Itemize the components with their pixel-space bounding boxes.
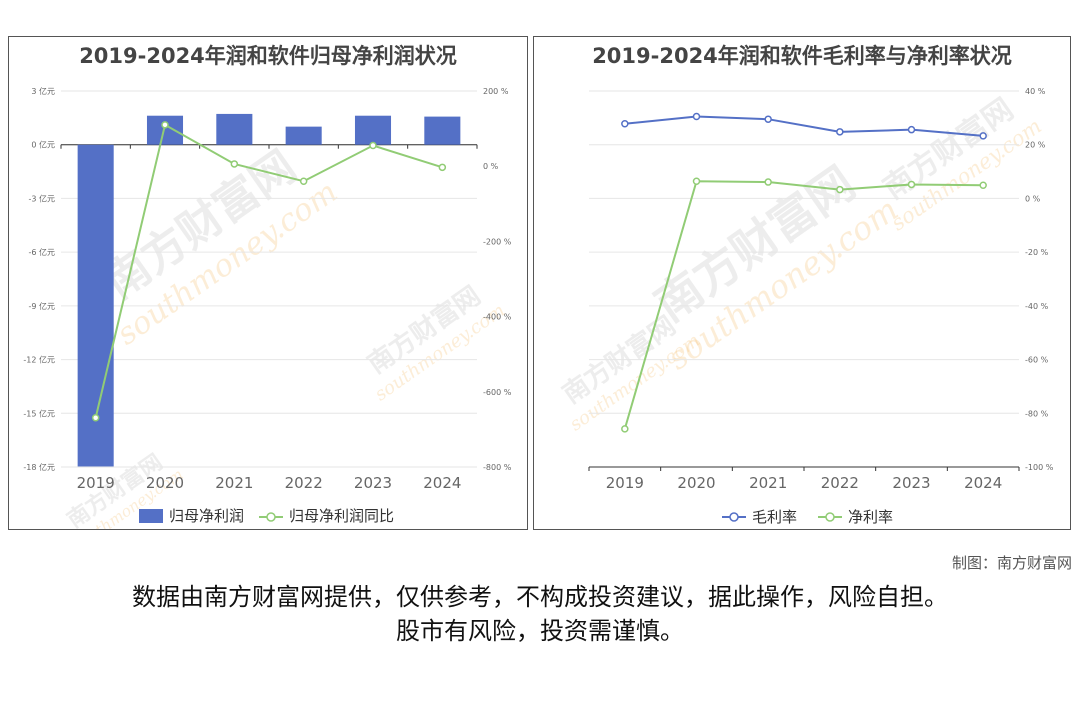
right-axis-tick-label: -100 % [1025,463,1054,472]
x-axis-tick-label: 2021 [749,474,787,492]
right-axis-tick-label: -80 % [1025,409,1049,418]
disclaimer-line-1: 数据由南方财富网提供，仅供参考，不构成投资建议，据此操作，风险自担。 [132,583,948,611]
right-axis-tick-label: 40 % [1025,87,1046,96]
legend-marker-line [266,512,276,522]
right-axis-tick-label: 20 % [1025,141,1046,150]
bar [285,126,322,145]
right-axis-tick-label: -800 % [483,463,512,472]
legend-swatch-bar [139,509,163,523]
right-axis-tick-label: -600 % [483,388,512,397]
bar [77,144,114,467]
left-axis-tick-label: 3 亿元 [31,86,55,96]
right-axis-tick-label: 0 % [1025,194,1041,203]
disclaimer-line-2: 股市有风险，投资需谨慎。 [396,617,684,645]
data-point [764,115,772,123]
chart-title-margins: 2019-2024年润和软件毛利率与净利率状况 [592,44,1012,68]
legend-label-bar: 归母净利润 [169,507,244,525]
right-axis-tick-label: -40 % [1025,302,1049,311]
left-axis-tick-label: -18 亿元 [23,462,55,472]
legend-label: 毛利率 [752,508,797,526]
right-axis-tick-label: -60 % [1025,356,1049,365]
disclaimer: 数据由南方财富网提供，仅供参考，不构成投资建议，据此操作，风险自担。 股市有风险… [0,580,1080,648]
data-point [764,178,772,186]
data-point [836,185,844,194]
legend-label-line: 归母净利润同比 [289,507,394,525]
data-point [979,132,987,140]
data-point-yoy [438,163,447,172]
data-point [692,177,701,185]
chart-credit: 制图：南方财富网 [951,554,1072,572]
x-axis-tick-label: 2019 [606,474,644,492]
left-axis-tick-label: 0 亿元 [31,140,55,150]
x-axis-tick-label: 2022 [285,474,323,492]
series-line-yoy [94,123,443,418]
data-point-yoy [369,141,377,150]
right-axis-tick-label: -400 % [483,313,512,322]
data-point [907,125,916,134]
right-axis-tick-label: 200 % [483,87,509,96]
x-axis-tick-label: 2023 [354,474,392,492]
legend-marker [825,512,835,522]
margin-chart: 南方财富网southmoney.com南方财富网southmoney.com南方… [557,87,1054,526]
bar [216,113,253,145]
data-point [621,425,629,433]
left-axis-tick-label: -15 亿元 [23,408,55,418]
data-point [836,128,844,136]
left-axis-tick-label: -3 亿元 [28,193,55,203]
x-axis-tick-label: 2022 [821,474,859,492]
x-axis-tick-label: 2020 [677,474,715,492]
right-axis-tick-label: -200 % [483,237,512,246]
x-axis-tick-label: 2019 [77,474,115,492]
x-axis-tick-label: 2020 [146,474,184,492]
left-axis-tick-label: -9 亿元 [28,301,55,311]
data-point [621,120,629,128]
right-axis-tick-label: -20 % [1025,248,1049,257]
bar [424,116,461,145]
left-axis-tick-label: -12 亿元 [23,355,55,365]
left-axis-tick-label: -6 亿元 [28,247,55,257]
data-point [692,112,701,121]
series-line-net-margin [623,180,984,430]
bar [354,115,392,145]
legend-label: 净利率 [848,508,893,526]
data-point-yoy [91,413,100,422]
legend-marker [729,512,739,522]
bar [146,115,184,145]
series-line-gross-margin [624,115,984,137]
data-point-yoy [299,177,308,185]
x-axis-tick-label: 2023 [892,474,930,492]
data-point [979,181,987,190]
data-point-yoy [161,121,169,129]
chart-panel-margins: 2019-2024年润和软件毛利率与净利率状况 南方财富网 southmoney.… [533,36,1071,530]
data-point-yoy [230,160,239,168]
right-axis-tick-label: 0 % [483,162,499,171]
chart-panel-net-profit: 2019-2024年润和软件归母净利润状况 南方财富网 southmoney.co… [8,36,528,530]
chart-title-net-profit: 2019-2024年润和软件归母净利润状况 [79,44,457,68]
x-axis-tick-label: 2024 [423,474,461,492]
x-axis-tick-label: 2021 [215,474,253,492]
x-axis-tick-label: 2024 [964,474,1002,492]
data-point [907,180,916,189]
